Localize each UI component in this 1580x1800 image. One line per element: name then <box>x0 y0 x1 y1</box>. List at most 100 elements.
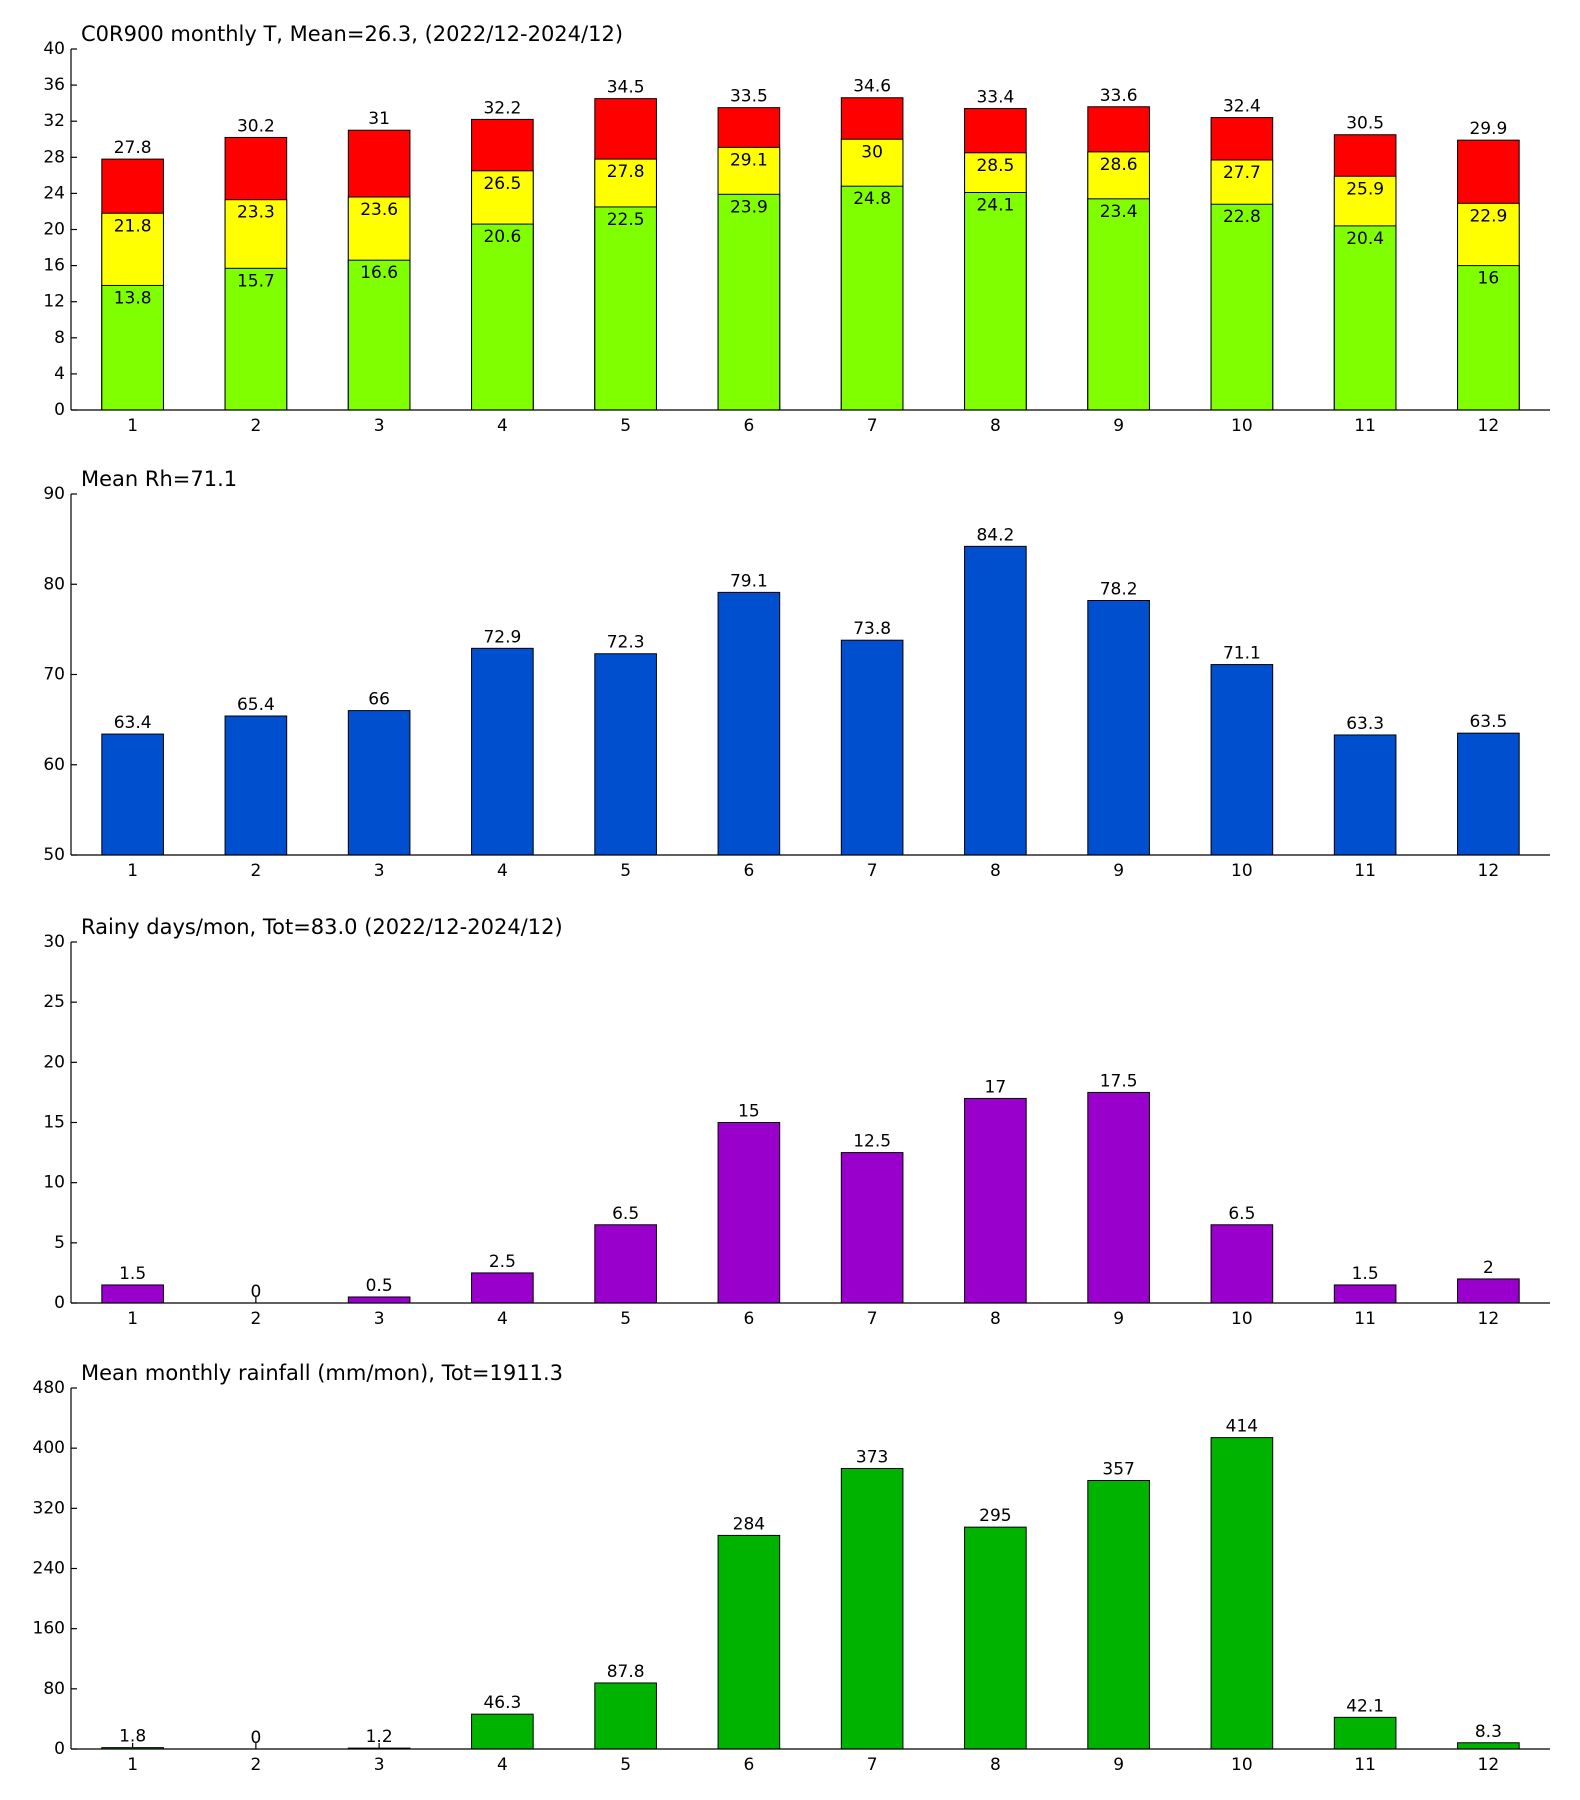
value-label: 63.4 <box>114 713 152 733</box>
x-tick-label: 7 <box>867 1309 878 1329</box>
bar <box>840 1152 904 1304</box>
value-label: 0 <box>250 1282 261 1302</box>
x-tick-label: 9 <box>1113 861 1124 881</box>
value-label: 0.5 <box>366 1276 393 1296</box>
value-label: 31 <box>368 109 390 129</box>
bar <box>224 267 288 411</box>
x-tick-label: 5 <box>620 416 631 436</box>
x-tick-label: 2 <box>250 416 261 436</box>
y-tick-label: 0 <box>54 1739 65 1759</box>
value-label: 2.5 <box>489 1252 516 1272</box>
bar <box>594 653 657 856</box>
bar <box>101 733 164 856</box>
bar <box>1457 732 1520 856</box>
bar <box>594 206 657 411</box>
value-label: 24.8 <box>853 189 891 209</box>
bar <box>1087 599 1150 856</box>
y-tick-label: 0 <box>54 400 65 420</box>
y-tick-label: 320 <box>33 1498 65 1518</box>
bar <box>347 259 411 411</box>
x-tick-label: 6 <box>743 861 754 881</box>
y-tick-label: 10 <box>43 1173 65 1193</box>
y-tick-label: 24 <box>43 183 65 203</box>
y-tick-label: 36 <box>43 75 65 95</box>
x-tick-label: 11 <box>1354 416 1376 436</box>
y-tick-label: 4 <box>54 364 65 384</box>
value-label: 33.6 <box>1100 86 1138 106</box>
value-label: 32.4 <box>1223 97 1261 117</box>
value-label: 30.2 <box>237 116 275 136</box>
value-label: 15.7 <box>237 271 275 291</box>
value-label: 46.3 <box>483 1693 521 1713</box>
x-tick-label: 4 <box>497 1755 508 1775</box>
y-tick-label: 240 <box>33 1559 65 1579</box>
x-tick-label: 12 <box>1478 861 1500 881</box>
x-tick-label: 4 <box>497 861 508 881</box>
value-label: 295 <box>979 1506 1011 1526</box>
bar <box>594 1224 657 1304</box>
bar <box>840 1467 904 1750</box>
x-tick-label: 12 <box>1478 1309 1500 1329</box>
x-tick-label: 11 <box>1354 1755 1376 1775</box>
x-tick-label: 8 <box>990 1755 1001 1775</box>
x-tick-label: 6 <box>743 1755 754 1775</box>
x-tick-label: 1 <box>127 861 138 881</box>
bar <box>1210 1437 1274 1750</box>
value-label: 17 <box>985 1077 1007 1097</box>
bar <box>964 545 1027 856</box>
x-tick-label: 8 <box>990 861 1001 881</box>
y-tick-label: 25 <box>43 992 65 1012</box>
bar <box>1333 1716 1397 1750</box>
x-tick-label: 3 <box>374 416 385 436</box>
x-tick-label: 1 <box>127 1755 138 1775</box>
value-label: 357 <box>1102 1460 1134 1480</box>
value-label: 6.5 <box>1228 1204 1255 1224</box>
value-label: 284 <box>733 1514 765 1534</box>
bar <box>1087 198 1150 411</box>
value-label: 1.5 <box>119 1264 146 1284</box>
value-label: 34.6 <box>853 77 891 97</box>
value-label: 78.2 <box>1100 579 1138 599</box>
x-tick-label: 5 <box>620 1755 631 1775</box>
x-tick-label: 10 <box>1231 1309 1253 1329</box>
value-label: 71.1 <box>1223 644 1261 664</box>
x-tick-label: 1 <box>127 1309 138 1329</box>
bar <box>1457 1278 1520 1304</box>
y-tick-label: 5 <box>54 1233 65 1253</box>
x-tick-label: 10 <box>1231 416 1253 436</box>
value-label: 84.2 <box>976 525 1014 545</box>
value-label: 87.8 <box>607 1662 645 1682</box>
value-label: 72.3 <box>607 633 645 653</box>
x-tick-label: 3 <box>374 1755 385 1775</box>
bar <box>471 223 534 411</box>
value-label: 72.9 <box>483 627 521 647</box>
y-tick-label: 50 <box>43 845 65 865</box>
x-tick-label: 7 <box>867 1755 878 1775</box>
value-label: 23.4 <box>1100 202 1138 222</box>
bar <box>964 1526 1027 1750</box>
y-tick-label: 32 <box>43 111 65 131</box>
value-label: 28.5 <box>976 156 1014 176</box>
y-tick-label: 20 <box>43 220 65 240</box>
y-tick-label: 8 <box>54 328 65 348</box>
value-label: 23.9 <box>730 197 768 217</box>
value-label: 12.5 <box>853 1132 891 1152</box>
bar <box>964 191 1027 411</box>
value-label: 6.5 <box>612 1204 639 1224</box>
x-tick-label: 11 <box>1354 1309 1376 1329</box>
value-label: 30.5 <box>1346 114 1384 134</box>
y-tick-label: 30 <box>43 932 65 952</box>
x-tick-label: 6 <box>743 416 754 436</box>
value-label: 26.5 <box>483 174 521 194</box>
value-label: 22.5 <box>607 210 645 230</box>
value-label: 20.4 <box>1346 229 1384 249</box>
x-tick-label: 2 <box>250 1309 261 1329</box>
bar <box>471 1713 534 1750</box>
bar <box>471 1272 534 1304</box>
value-label: 27.8 <box>607 162 645 182</box>
bar <box>1087 1091 1150 1304</box>
value-label: 27.7 <box>1223 163 1261 183</box>
chart-title: Rainy days/mon, Tot=83.0 (2022/12-2024/1… <box>81 915 563 939</box>
value-label: 63.3 <box>1346 714 1384 734</box>
